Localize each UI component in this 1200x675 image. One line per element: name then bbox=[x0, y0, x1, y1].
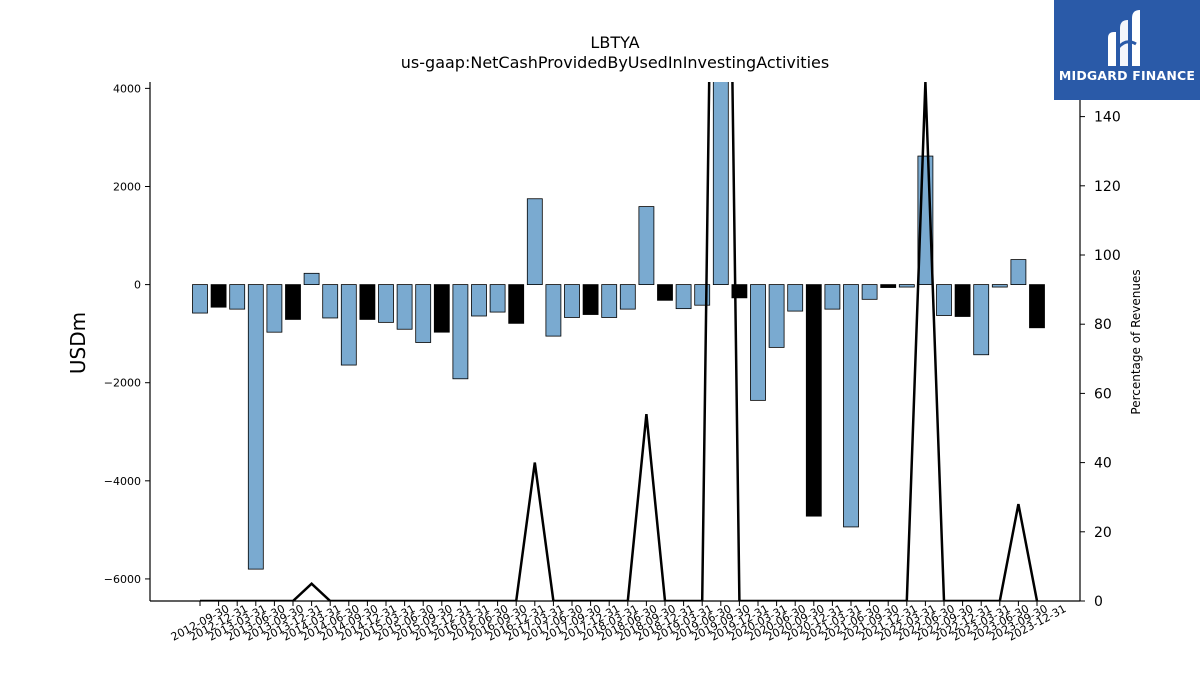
bar-2023-03-31 bbox=[973, 284, 990, 356]
bar-2016-09-30 bbox=[489, 284, 506, 313]
bar-2014-09-30 bbox=[340, 284, 357, 366]
bar-2018-06-30 bbox=[619, 284, 636, 310]
bar-2015-06-30 bbox=[396, 284, 413, 330]
bar-2021-09-30 bbox=[861, 284, 878, 300]
bar-2019-09-30 bbox=[712, 82, 729, 285]
bar-2022-09-30 bbox=[936, 284, 952, 316]
bars-layer bbox=[192, 82, 1045, 570]
bar-2012-12-31 bbox=[210, 284, 227, 308]
bar-2020-06-30 bbox=[768, 284, 785, 348]
bar-2016-06-30 bbox=[471, 284, 487, 317]
bar-2015-12-31 bbox=[433, 284, 450, 333]
y-tick-label: 0 bbox=[134, 279, 141, 292]
bar-2023-12-31 bbox=[1029, 284, 1045, 329]
bar-2013-03-31 bbox=[229, 284, 246, 310]
bar-2015-09-30 bbox=[415, 284, 432, 343]
y-tick-label: 2000 bbox=[113, 180, 141, 193]
bar-2017-03-31 bbox=[526, 198, 543, 285]
y2-tick-label: 80 bbox=[1094, 317, 1112, 333]
bar-2014-03-31 bbox=[303, 272, 320, 285]
bar-2018-12-31 bbox=[657, 284, 673, 301]
bar-2014-06-30 bbox=[322, 284, 339, 319]
bar-2019-03-31 bbox=[675, 284, 692, 310]
bar-2018-03-31 bbox=[601, 284, 618, 318]
bar-2017-09-30 bbox=[564, 284, 580, 318]
y2-tick-label: 120 bbox=[1094, 179, 1121, 195]
bar-2021-12-31 bbox=[880, 284, 897, 288]
y2-axis-label: Percentage of Revenues bbox=[1129, 269, 1143, 414]
y-tick-label: 4000 bbox=[113, 82, 141, 95]
bar-2020-03-31 bbox=[750, 284, 766, 401]
bar-2013-09-30 bbox=[266, 284, 283, 333]
bar-2015-03-31 bbox=[378, 284, 394, 323]
y-axis-label: USDm bbox=[66, 312, 90, 374]
bar-2022-03-31 bbox=[898, 284, 915, 288]
bar-2013-12-31 bbox=[285, 284, 301, 320]
y2-tick-label: 40 bbox=[1094, 456, 1112, 472]
bar-2016-12-31 bbox=[508, 284, 525, 324]
chart-subtitle: us-gaap:NetCashProvidedByUsedInInvesting… bbox=[401, 53, 829, 72]
y2-tick-label: 60 bbox=[1094, 386, 1112, 402]
y-tick-label: −4000 bbox=[104, 475, 141, 488]
y2-tick-label: 20 bbox=[1094, 525, 1112, 541]
brand-logo: MIDGARD FINANCE bbox=[1054, 0, 1200, 100]
bar-2018-09-30 bbox=[638, 206, 655, 286]
bar-2012-09-30 bbox=[192, 284, 208, 314]
bar-2020-09-30 bbox=[787, 284, 804, 312]
bar-2013-06-30 bbox=[247, 284, 264, 570]
bar-2017-06-30 bbox=[545, 284, 562, 337]
chart-title: LBTYA bbox=[590, 33, 639, 52]
bar-2020-12-31 bbox=[805, 284, 822, 517]
y2-tick-label: 140 bbox=[1094, 110, 1121, 126]
bar-2017-12-31 bbox=[582, 284, 599, 315]
bar-2023-09-30 bbox=[1010, 259, 1027, 285]
bar-2016-03-31 bbox=[452, 284, 469, 380]
y2-tick-label: 100 bbox=[1094, 248, 1121, 264]
logo-text: MIDGARD FINANCE bbox=[1058, 68, 1196, 83]
logo-icon bbox=[1108, 10, 1140, 66]
y-tick-label: −2000 bbox=[104, 377, 141, 390]
bar-2021-06-30 bbox=[843, 284, 859, 528]
bar-2014-12-31 bbox=[359, 284, 376, 320]
y2-tick-label: 0 bbox=[1094, 594, 1103, 610]
bar-2022-12-31 bbox=[954, 284, 971, 317]
bar-2023-06-30 bbox=[991, 284, 1008, 288]
y-tick-label: −6000 bbox=[104, 573, 141, 586]
axes-layer: 4000 2000 0 −2000 −4000 −6000 140 120 100 80 60 40 2… bbox=[104, 82, 1121, 644]
bar-2021-03-31 bbox=[824, 284, 841, 310]
